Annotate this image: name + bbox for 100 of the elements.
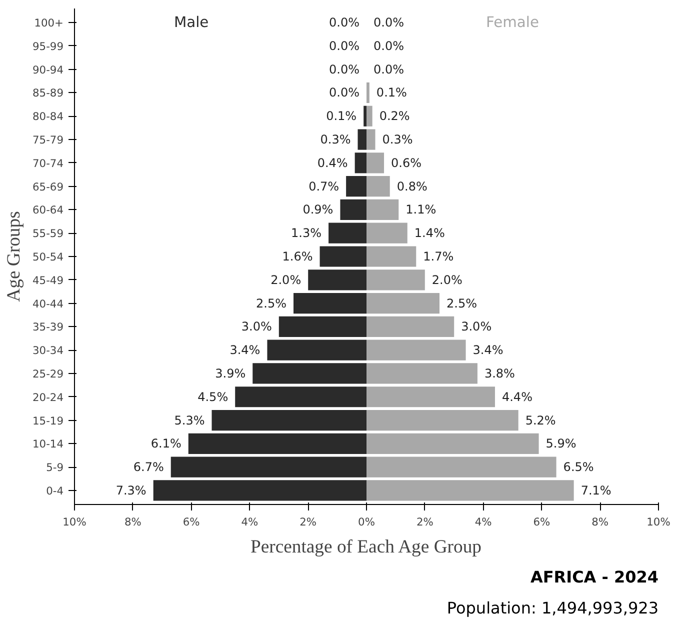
data-label: 0.0%: [329, 38, 360, 53]
y-tick-label: 0-4: [46, 484, 64, 498]
data-label: 0.0%: [329, 62, 360, 76]
bar: [366, 386, 495, 408]
y-tick-label: 75-79: [32, 134, 64, 147]
data-label: 3.0%: [241, 320, 272, 334]
data-label: 1.3%: [291, 226, 322, 240]
bar: [366, 222, 408, 244]
x-tick-label: 2%: [300, 516, 317, 528]
y-tick-label: 40-44: [32, 297, 64, 310]
x-tick-label: 0%: [358, 516, 375, 528]
bar: [354, 152, 366, 174]
bar: [267, 340, 366, 360]
x-axis-title: Percentage of Each Age Group: [250, 536, 482, 558]
data-label: 0.4%: [317, 156, 348, 170]
data-label: 1.7%: [423, 250, 454, 264]
bar: [170, 456, 366, 478]
y-tick-label: 35-39: [32, 320, 64, 334]
bar: [212, 410, 366, 431]
bar: [294, 293, 366, 314]
data-label: 2.0%: [270, 272, 302, 287]
bar: [366, 433, 539, 454]
bar: [366, 199, 399, 220]
y-tick-label: 70-74: [32, 156, 64, 170]
text: AFRICA - 2024: [530, 568, 659, 586]
bar: [366, 246, 416, 267]
data-label: 0.0%: [374, 16, 404, 30]
y-axis-title: Age Groups: [4, 211, 25, 302]
bar: [366, 456, 556, 478]
bar: [328, 222, 366, 244]
data-label: 0.0%: [329, 86, 360, 100]
y-tick-label: 20-24: [32, 390, 64, 404]
y-tick-label: 90-94: [32, 63, 64, 76]
bar: [366, 480, 574, 501]
data-label: 0.2%: [379, 109, 410, 124]
data-label: 6.1%: [150, 436, 182, 451]
data-label: 1.6%: [282, 250, 313, 264]
y-tick-label: 10-14: [32, 438, 64, 451]
data-label: 0.6%: [391, 156, 422, 170]
bar: [366, 340, 466, 360]
y-tick-label: 80-84: [32, 110, 64, 124]
y-tick-label: 30-34: [32, 344, 64, 358]
text: Population: 1,494,993,923: [446, 598, 658, 618]
bar: [366, 129, 376, 150]
y-tick-label: 15-19: [32, 414, 64, 428]
x-tick-label: 10%: [646, 516, 670, 528]
data-label: 0.0%: [374, 38, 404, 53]
data-label: 0.1%: [326, 109, 357, 124]
data-label: 0.0%: [374, 62, 404, 76]
y-tick-label: 50-54: [32, 250, 64, 264]
bar: [366, 82, 370, 104]
data-label: 7.3%: [116, 483, 146, 498]
data-label: 1.1%: [406, 202, 436, 217]
bar: [366, 410, 518, 431]
bar: [235, 386, 366, 408]
y-tick-label: 45-49: [32, 274, 64, 287]
data-label: 6.5%: [563, 460, 594, 474]
bar: [358, 129, 366, 150]
bar: [320, 246, 366, 267]
y-tick-label: 95-99: [32, 40, 64, 53]
data-label: 2.0%: [432, 272, 462, 287]
data-label: 0.3%: [382, 132, 413, 147]
data-label: 5.3%: [174, 413, 205, 428]
y-tick-label: 60-64: [32, 204, 64, 217]
text: Female: [486, 14, 540, 32]
bar: [153, 480, 366, 501]
data-label: 5.2%: [525, 413, 556, 428]
y-tick-label: 85-89: [32, 86, 64, 100]
bar: [366, 293, 440, 314]
data-label: 2.5%: [256, 296, 287, 310]
y-tick-label: 25-29: [32, 367, 64, 380]
bar: [366, 106, 372, 126]
data-label: 4.5%: [198, 390, 228, 404]
text: Male: [174, 14, 209, 32]
data-label: 3.4%: [230, 343, 260, 358]
x-tick-label: 8%: [124, 516, 142, 528]
data-label: 0.8%: [396, 179, 428, 194]
x-tick-label: 4%: [241, 516, 258, 528]
bar: [366, 363, 478, 384]
bar: [252, 363, 366, 384]
bar: [366, 176, 390, 197]
bar: [188, 433, 366, 454]
data-label: 5.9%: [546, 436, 576, 451]
bar: [364, 106, 366, 126]
bar: [366, 270, 425, 290]
data-label: 6.7%: [133, 460, 164, 474]
data-label: 3.4%: [472, 343, 504, 358]
data-label: 7.1%: [580, 483, 612, 498]
x-tick-label: 4%: [474, 516, 492, 528]
x-tick-label: 6%: [182, 516, 200, 528]
data-label: 0.9%: [302, 202, 334, 217]
data-label: 1.4%: [414, 226, 445, 240]
bar: [366, 316, 454, 337]
x-tick-label: 2%: [416, 516, 434, 528]
data-label: 2.5%: [446, 296, 478, 310]
data-label: 3.8%: [484, 366, 515, 380]
data-label: 3.0%: [461, 320, 492, 334]
y-tick-label: 5-9: [46, 461, 64, 474]
data-label: 0.0%: [329, 16, 360, 30]
data-label: 0.1%: [376, 86, 407, 100]
